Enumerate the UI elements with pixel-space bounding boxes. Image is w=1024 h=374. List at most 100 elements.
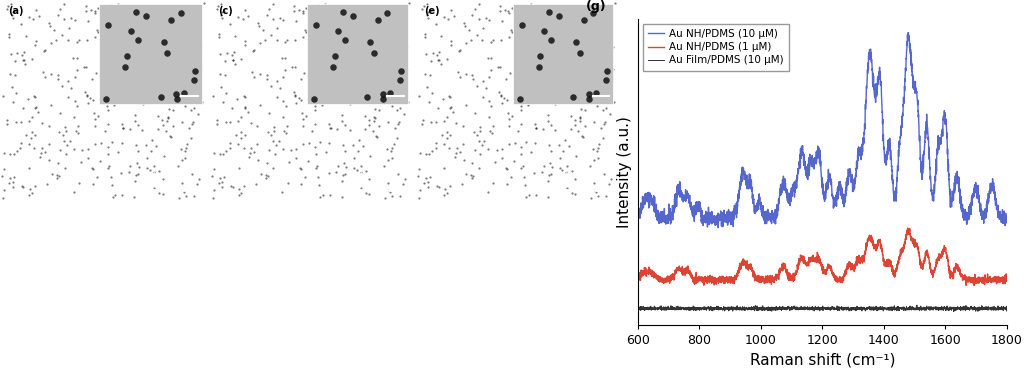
Point [392,77,409,83]
Point [4,15,20,21]
Point [581,96,597,102]
Point [127,68,143,74]
Point [258,76,274,82]
Point [37,47,53,53]
Point [293,166,309,172]
Point [177,155,194,161]
Point [386,17,402,23]
Point [381,96,397,102]
Point [158,128,174,134]
Point [475,25,492,31]
Point [380,180,396,186]
Point [114,120,130,126]
Point [17,61,34,67]
Point [232,135,249,141]
Point [463,37,479,43]
Point [527,120,544,126]
Point [350,19,367,25]
Point [554,58,570,64]
Point [424,148,440,154]
Point [173,146,189,152]
Point [335,142,351,148]
Text: (f): (f) [424,205,437,215]
Point [424,90,440,96]
Point [275,98,292,104]
Point [79,92,95,98]
Point [301,140,317,146]
Point [2,175,18,181]
Point [151,168,167,174]
Point [14,105,31,111]
Point [417,31,433,37]
Point [212,175,228,181]
Point [596,121,612,127]
Point [63,85,80,91]
Point [418,175,434,181]
Point [303,17,319,23]
Point [27,94,43,100]
Point [428,140,444,146]
Point [573,34,590,40]
Point [545,51,561,57]
Point [345,13,361,19]
Point [129,171,145,177]
Point [436,141,453,147]
Point [464,12,480,18]
Point [0,117,15,123]
Point [368,106,384,112]
Point [330,163,346,169]
Point [151,62,167,68]
Point [174,40,190,46]
Point [380,119,396,125]
Point [117,41,133,47]
Point [509,32,525,38]
Point [484,123,501,129]
Point [28,39,44,45]
Point [184,171,201,177]
Point [122,163,138,169]
Point [582,58,598,64]
Point [430,105,446,111]
Point [335,9,351,15]
Point [170,163,186,169]
Point [31,13,47,19]
Point [380,187,396,193]
Point [317,1,334,7]
Point [237,105,253,111]
Point [324,41,340,47]
Point [17,33,34,39]
Point [49,160,66,166]
Point [323,125,339,131]
Point [151,113,167,119]
Point [555,148,571,154]
Point [287,92,303,98]
Legend: Au NH/PDMS (10 μM), Au NH/PDMS (1 μM), Au Film/PDMS (10 μM): Au NH/PDMS (10 μM), Au NH/PDMS (1 μM), A… [643,24,790,71]
Point [56,138,73,144]
Point [66,55,82,61]
Point [503,27,519,33]
Point [364,81,380,87]
Point [101,163,118,169]
Point [238,7,254,13]
Point [381,8,397,14]
Point [398,44,415,50]
Point [481,74,498,80]
Point [568,153,585,159]
Point [366,50,382,56]
Point [114,42,130,48]
Point [543,148,559,154]
Point [479,55,496,61]
Point [392,83,409,89]
Point [156,153,172,159]
Point [140,40,157,46]
Point [37,149,53,155]
Point [575,68,592,74]
Point [417,34,433,40]
Point [308,22,325,28]
Point [110,1,126,7]
Point [31,109,47,115]
Point [577,107,593,113]
Point [250,157,266,163]
Point [493,64,509,70]
Point [174,157,190,163]
